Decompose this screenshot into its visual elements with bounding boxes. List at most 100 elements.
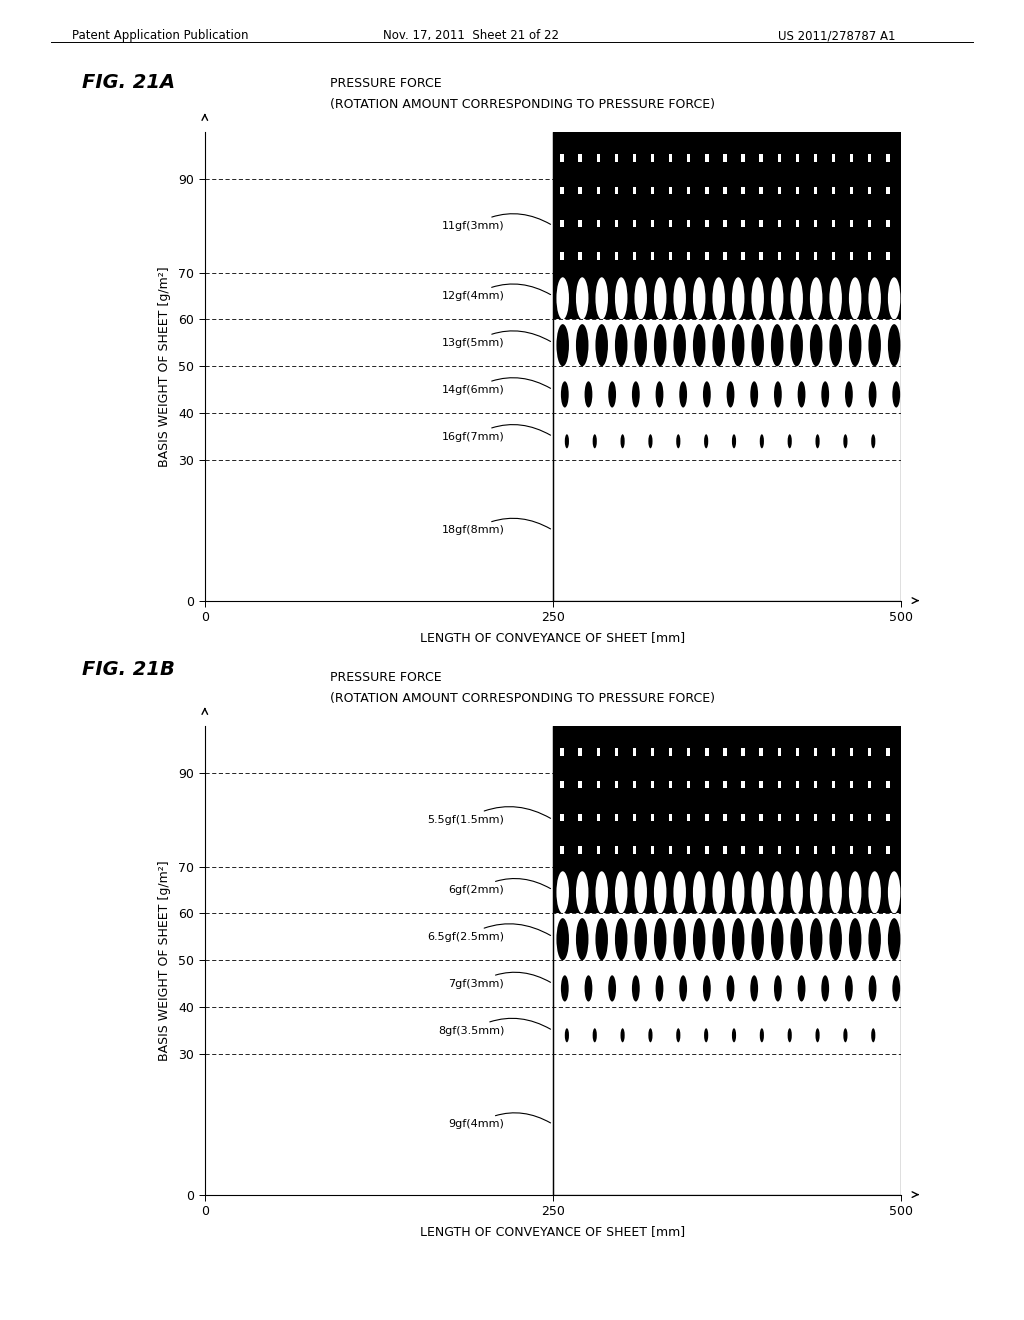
Bar: [814, 187, 817, 194]
Circle shape: [632, 381, 640, 408]
Circle shape: [760, 434, 764, 449]
Bar: [651, 187, 654, 194]
Bar: [777, 252, 781, 260]
Circle shape: [693, 277, 706, 319]
Bar: [777, 154, 781, 161]
Bar: [687, 154, 690, 161]
Text: 7gf(3mm): 7gf(3mm): [449, 973, 551, 989]
Bar: [723, 846, 727, 854]
Bar: [633, 748, 636, 755]
Circle shape: [635, 277, 647, 319]
Bar: [553, 461, 901, 601]
Circle shape: [676, 1028, 680, 1043]
Bar: [886, 781, 890, 788]
Text: (ROTATION AMOUNT CORRESPONDING TO PRESSURE FORCE): (ROTATION AMOUNT CORRESPONDING TO PRESSU…: [330, 98, 715, 111]
Circle shape: [575, 277, 589, 319]
Bar: [706, 846, 709, 854]
Circle shape: [727, 975, 734, 1002]
Circle shape: [732, 325, 744, 367]
Bar: [687, 846, 690, 854]
Y-axis label: BASIS WEIGHT OF SHEET [g/m²]: BASIS WEIGHT OF SHEET [g/m²]: [159, 267, 171, 466]
Circle shape: [844, 1028, 848, 1043]
Bar: [777, 781, 781, 788]
Bar: [796, 748, 799, 755]
Circle shape: [575, 919, 589, 961]
Y-axis label: BASIS WEIGHT OF SHEET [g/m²]: BASIS WEIGHT OF SHEET [g/m²]: [159, 861, 171, 1060]
Circle shape: [732, 434, 736, 449]
Bar: [796, 813, 799, 821]
Bar: [669, 781, 673, 788]
Circle shape: [798, 381, 806, 408]
Circle shape: [829, 871, 842, 913]
Circle shape: [648, 1028, 652, 1043]
Circle shape: [868, 919, 881, 961]
Bar: [560, 252, 563, 260]
Circle shape: [849, 871, 861, 913]
Bar: [553, 1007, 901, 1053]
Bar: [741, 154, 744, 161]
Circle shape: [787, 434, 792, 449]
Circle shape: [868, 277, 881, 319]
Bar: [777, 846, 781, 854]
Circle shape: [752, 919, 764, 961]
Circle shape: [732, 871, 744, 913]
Circle shape: [556, 919, 569, 961]
Circle shape: [595, 325, 608, 367]
Bar: [579, 781, 582, 788]
Text: PRESSURE FORCE: PRESSURE FORCE: [330, 77, 441, 90]
Bar: [597, 781, 600, 788]
Circle shape: [595, 277, 608, 319]
Bar: [760, 252, 763, 260]
Circle shape: [635, 871, 647, 913]
Text: 12gf(4mm): 12gf(4mm): [441, 284, 551, 301]
Circle shape: [595, 871, 608, 913]
Circle shape: [679, 975, 687, 1002]
Circle shape: [561, 975, 568, 1002]
Circle shape: [752, 871, 764, 913]
Bar: [560, 154, 563, 161]
Circle shape: [771, 325, 783, 367]
Bar: [614, 252, 618, 260]
Bar: [814, 219, 817, 227]
Bar: [850, 154, 853, 161]
Bar: [669, 252, 673, 260]
Bar: [553, 319, 901, 366]
Bar: [796, 187, 799, 194]
Circle shape: [615, 277, 628, 319]
Bar: [868, 781, 871, 788]
Bar: [633, 781, 636, 788]
Bar: [723, 813, 727, 821]
Bar: [553, 132, 901, 601]
Circle shape: [752, 325, 764, 367]
Circle shape: [821, 975, 829, 1002]
Circle shape: [810, 325, 822, 367]
Bar: [579, 813, 582, 821]
Bar: [814, 781, 817, 788]
Bar: [831, 846, 836, 854]
Circle shape: [713, 871, 725, 913]
Circle shape: [760, 1028, 764, 1043]
Circle shape: [791, 277, 803, 319]
Text: 6gf(2mm): 6gf(2mm): [449, 879, 551, 895]
Circle shape: [845, 975, 853, 1002]
Bar: [741, 813, 744, 821]
Bar: [560, 846, 563, 854]
Circle shape: [561, 381, 568, 408]
Circle shape: [829, 325, 842, 367]
Bar: [597, 846, 600, 854]
Bar: [868, 187, 871, 194]
Bar: [760, 846, 763, 854]
Text: Patent Application Publication: Patent Application Publication: [72, 29, 248, 42]
Bar: [597, 813, 600, 821]
Circle shape: [702, 381, 711, 408]
Bar: [723, 781, 727, 788]
Bar: [560, 813, 563, 821]
Bar: [760, 781, 763, 788]
Bar: [614, 748, 618, 755]
Circle shape: [679, 381, 687, 408]
Circle shape: [844, 434, 848, 449]
Bar: [868, 154, 871, 161]
Bar: [831, 187, 836, 194]
Circle shape: [787, 1028, 792, 1043]
Circle shape: [849, 919, 861, 961]
